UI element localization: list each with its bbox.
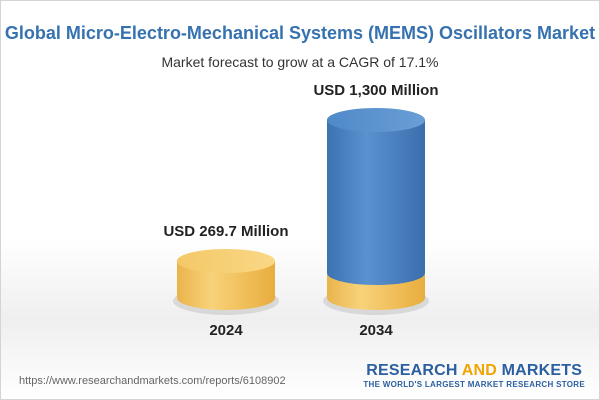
brand-logo: RESEARCH AND MARKETS THE WORLD'S LARGEST… [363,362,585,390]
logo-word-markets: MARKETS [496,362,583,379]
logo-word-and: AND [461,362,497,379]
bar-2024 [177,261,275,310]
data-label-2024: USD 269.7 Million [163,223,288,240]
logo-word-research: RESEARCH [366,362,462,379]
source-url: https://www.researchandmarkets.com/repor… [19,375,286,387]
x-tick-label-2024: 2024 [209,322,243,339]
bar-2024-top [177,249,275,273]
chart-subtitle: Market forecast to grow at a CAGR of 17.… [161,54,439,70]
bar-2034 [327,120,425,285]
data-label-2034: USD 1,300 Million [313,82,438,99]
brand-tagline: THE WORLD'S LARGEST MARKET RESEARCH STOR… [363,380,585,389]
brand-logo-name: RESEARCH AND MARKETS [363,362,585,379]
bar-2034-top [327,108,425,132]
x-tick-label-2034: 2034 [359,322,393,339]
chart-title: Global Micro-Electro-Mechanical Systems … [4,23,596,43]
